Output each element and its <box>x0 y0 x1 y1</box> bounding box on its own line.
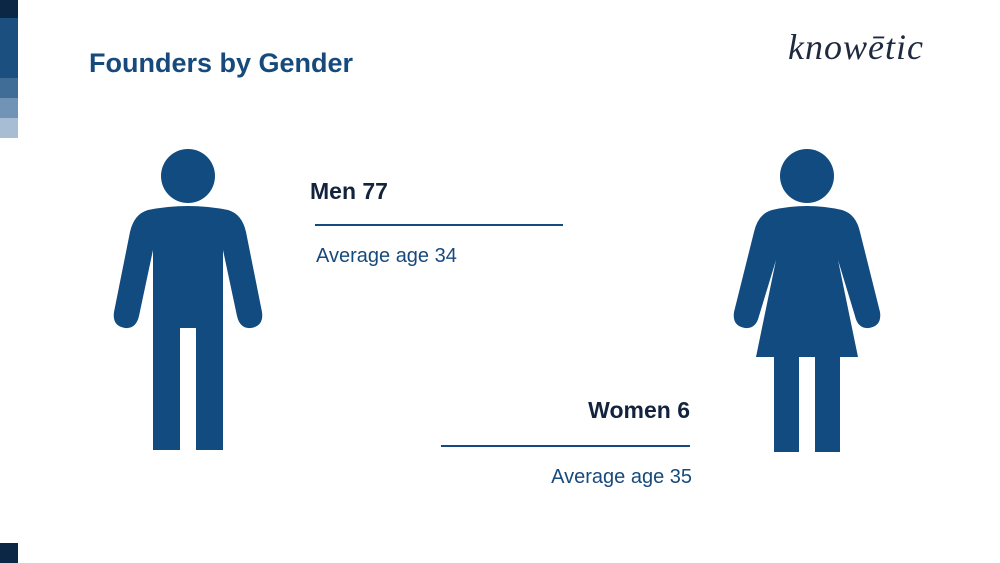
divider <box>441 445 690 447</box>
decor <box>0 543 18 563</box>
group-label: Men 77 <box>310 178 388 204</box>
group-detail: Average age 34 <box>316 245 457 267</box>
group-label: Women 6 <box>588 397 690 423</box>
logo: knowētic <box>788 27 924 67</box>
divider <box>315 224 563 226</box>
decor <box>0 0 18 18</box>
decor <box>0 98 18 118</box>
group-detail: Average age 35 <box>551 466 692 488</box>
decor <box>0 118 18 138</box>
decor <box>0 18 18 78</box>
title: Founders by Gender <box>89 48 354 78</box>
man-icon <box>113 149 263 450</box>
woman-icon <box>733 149 881 452</box>
decor <box>0 78 18 98</box>
